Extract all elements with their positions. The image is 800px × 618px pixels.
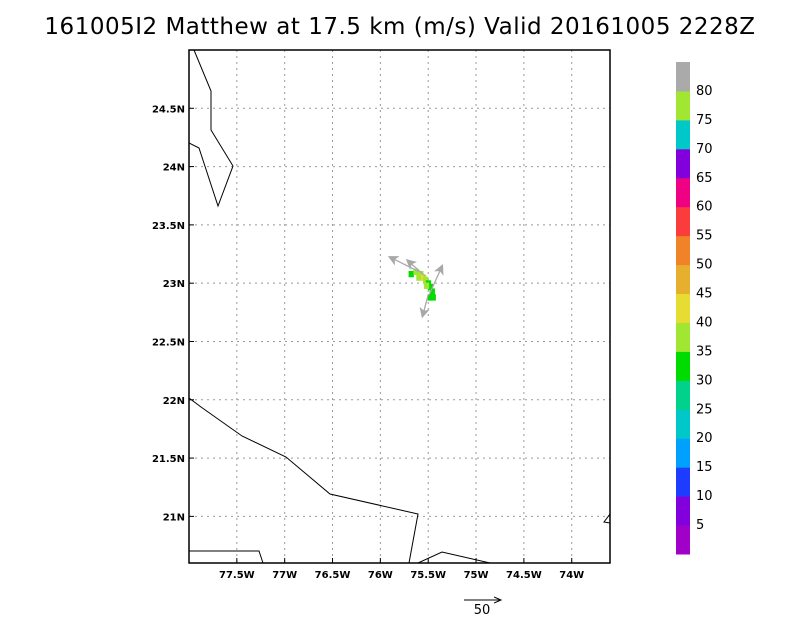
colorbar-label: 50 (696, 258, 713, 273)
colorbar-label: 55 (696, 229, 713, 244)
colorbar-swatch (676, 264, 690, 295)
wind-cell (427, 283, 434, 291)
colorbar-swatch (676, 525, 690, 555)
colorbar-swatch (676, 322, 690, 352)
coastline-east (603, 513, 610, 524)
colorbar-swatch (676, 235, 690, 266)
colorbar: 5 10 15 20 25 30 35 40 45 50 55 60 65 70 75 80 (676, 62, 713, 555)
wind-vector (428, 264, 444, 296)
coastline-southeast (417, 551, 491, 563)
colorbar-swatch (676, 496, 690, 526)
colorbar-swatch (676, 62, 690, 92)
wind-speed-cells (408, 268, 436, 301)
wind-cell (413, 268, 419, 275)
colorbar-label: 40 (696, 315, 713, 330)
colorbar-label: 75 (696, 113, 713, 128)
x-tick-label: 77W (272, 570, 297, 581)
wind-cell (423, 282, 430, 289)
colorbar-label: 65 (696, 171, 713, 186)
x-tick-label: 74.5W (506, 570, 542, 581)
wind-vector (405, 259, 426, 277)
chart-title: 161005I2 Matthew at 17.5 km (m/s) Valid … (44, 14, 756, 40)
y-tick-label: 23N (163, 279, 185, 290)
reference-vector: 50 (464, 600, 501, 618)
colorbar-label: 15 (696, 460, 713, 475)
reference-vector-label: 50 (474, 603, 491, 618)
colorbar-swatch (676, 293, 690, 323)
wind-cell (422, 276, 429, 284)
x-tick-label: 74W (559, 570, 584, 581)
colorbar-swatch (676, 119, 690, 150)
y-tick-label: 22.5N (152, 337, 185, 348)
x-tick-label: 75W (464, 570, 489, 581)
plot-frame (188, 49, 611, 564)
colorbar-swatch (676, 206, 690, 237)
y-tick-label: 21.5N (152, 454, 185, 465)
y-tick-label: 21N (163, 512, 185, 523)
x-tick-label: 75.5W (410, 570, 446, 581)
colorbar-swatch (676, 351, 690, 381)
y-axis-ticks: 21N 21.5N 22N 22.5N 23N 23.5N 24N 24.5N (152, 104, 194, 523)
coastline-cuba (189, 397, 419, 563)
y-tick-label: 24N (163, 163, 185, 174)
wind-cell (429, 288, 435, 295)
x-axis-ticks: 77.5W 77W 76.5W 76W 75.5W 75W 74.5W 74W (219, 558, 584, 581)
colorbar-swatch (676, 467, 690, 497)
wind-cell (430, 294, 436, 301)
wind-cell (427, 294, 434, 301)
wind-cell (408, 270, 414, 278)
grid-lines (189, 50, 610, 563)
colorbar-label: 30 (696, 373, 713, 388)
y-tick-label: 24.5N (152, 104, 185, 115)
colorbar-label: 25 (696, 402, 713, 417)
colorbar-label: 10 (696, 489, 713, 504)
y-tick-label: 22N (163, 396, 185, 407)
colorbar-label: 80 (696, 84, 713, 99)
colorbar-label: 20 (696, 431, 713, 446)
x-tick-label: 76.5W (315, 570, 351, 581)
wind-cell (418, 270, 424, 278)
colorbar-label: 45 (696, 287, 713, 302)
colorbar-label: 60 (696, 200, 713, 215)
x-tick-label: 76W (368, 570, 393, 581)
x-tick-label: 77.5W (219, 570, 255, 581)
colorbar-label: 35 (696, 344, 713, 359)
wind-vectors (387, 256, 444, 319)
colorbar-swatch (676, 380, 690, 410)
wind-cell (416, 274, 422, 281)
colorbar-swatch (676, 177, 690, 208)
wind-vector (419, 294, 430, 319)
coastline-north (189, 50, 234, 208)
colorbar-swatch (676, 90, 690, 121)
colorbar-label: 70 (696, 142, 713, 157)
y-tick-label: 23.5N (152, 221, 185, 232)
colorbar-swatch (676, 438, 690, 468)
colorbar-swatch (676, 409, 690, 439)
coastlines (189, 50, 610, 563)
colorbar-label: 5 (696, 518, 704, 533)
colorbar-swatch (676, 148, 690, 179)
coastline-south (189, 550, 264, 563)
wind-vector (387, 256, 419, 273)
